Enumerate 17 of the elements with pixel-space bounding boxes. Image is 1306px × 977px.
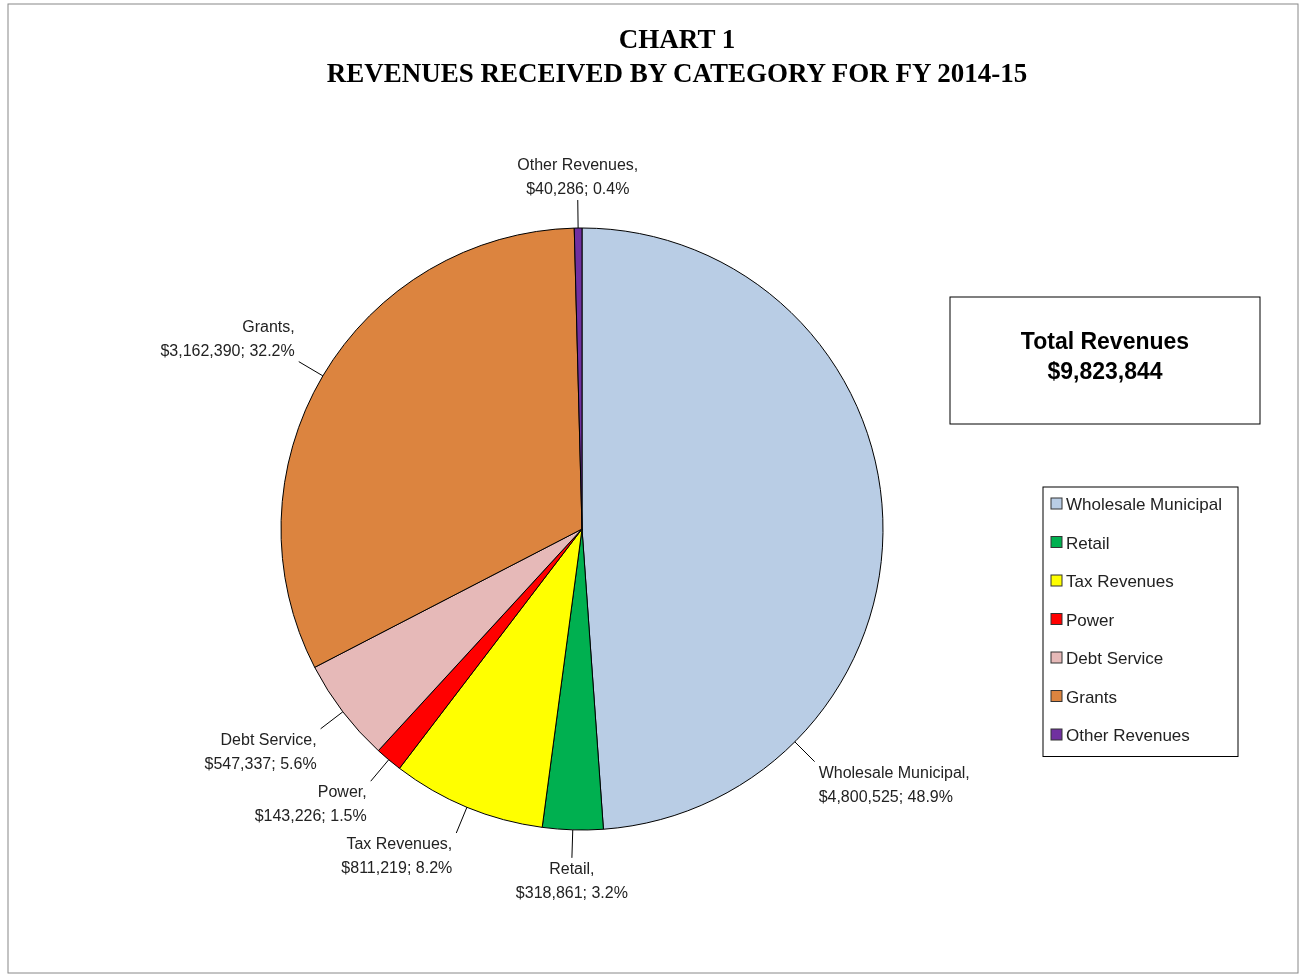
data-label: Debt Service, $547,337; 5.6% xyxy=(204,730,317,772)
legend-label: Power xyxy=(1066,610,1115,630)
data-label: Tax Revenues, $811,219; 8.2% xyxy=(341,835,453,877)
data-label: Other Revenues, $40,286; 0.4% xyxy=(517,156,639,198)
legend-label: Grants xyxy=(1066,687,1118,707)
legend-label: Retail xyxy=(1066,533,1110,553)
legend-label: Wholesale Municipal xyxy=(1066,495,1222,514)
data-label: Power, $143,226; 1.5% xyxy=(254,783,367,825)
data-label: Grants, $3,162,390; 32.2% xyxy=(160,317,295,359)
text: $9,823,844 xyxy=(1047,358,1163,384)
data-label: Wholesale Municipal, $4,800,525; 48.9% xyxy=(818,763,970,805)
chart-title: CHART 1 REVENUES RECEIVED BY CATEGORY FOR FY 2014-15 xyxy=(326,24,1028,88)
legend-label: Tax Revenues xyxy=(1066,572,1174,591)
legend-label: Other Revenues xyxy=(1066,726,1190,745)
legend-label: Debt Service xyxy=(1066,649,1164,668)
text: Total Revenues xyxy=(1020,328,1190,354)
data-label: Retail, $318,861; 3.2% xyxy=(515,859,628,901)
